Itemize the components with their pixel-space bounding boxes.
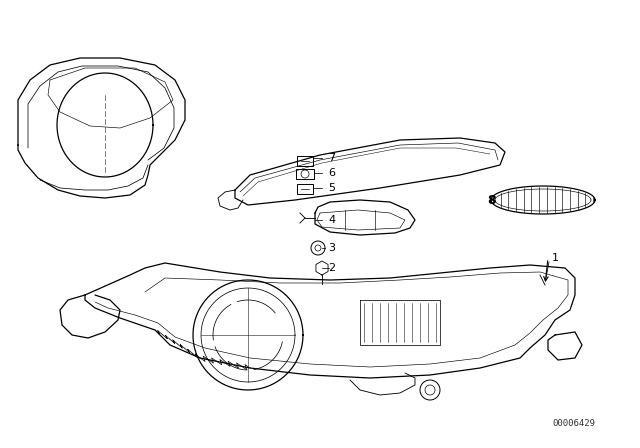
Text: 7: 7 — [328, 153, 335, 163]
Text: 3: 3 — [328, 243, 335, 253]
Text: 4: 4 — [328, 215, 335, 225]
Text: 2: 2 — [328, 263, 335, 273]
Text: 1: 1 — [552, 253, 559, 263]
Circle shape — [315, 245, 321, 251]
Bar — [296, 169, 314, 179]
Circle shape — [301, 170, 309, 178]
Text: 5: 5 — [328, 183, 335, 193]
Text: 00006429: 00006429 — [552, 419, 595, 428]
Text: 6: 6 — [328, 168, 335, 178]
Circle shape — [420, 380, 440, 400]
Bar — [297, 184, 313, 194]
Circle shape — [425, 385, 435, 395]
Circle shape — [311, 241, 325, 255]
Bar — [297, 156, 313, 166]
Text: 8: 8 — [487, 194, 495, 207]
